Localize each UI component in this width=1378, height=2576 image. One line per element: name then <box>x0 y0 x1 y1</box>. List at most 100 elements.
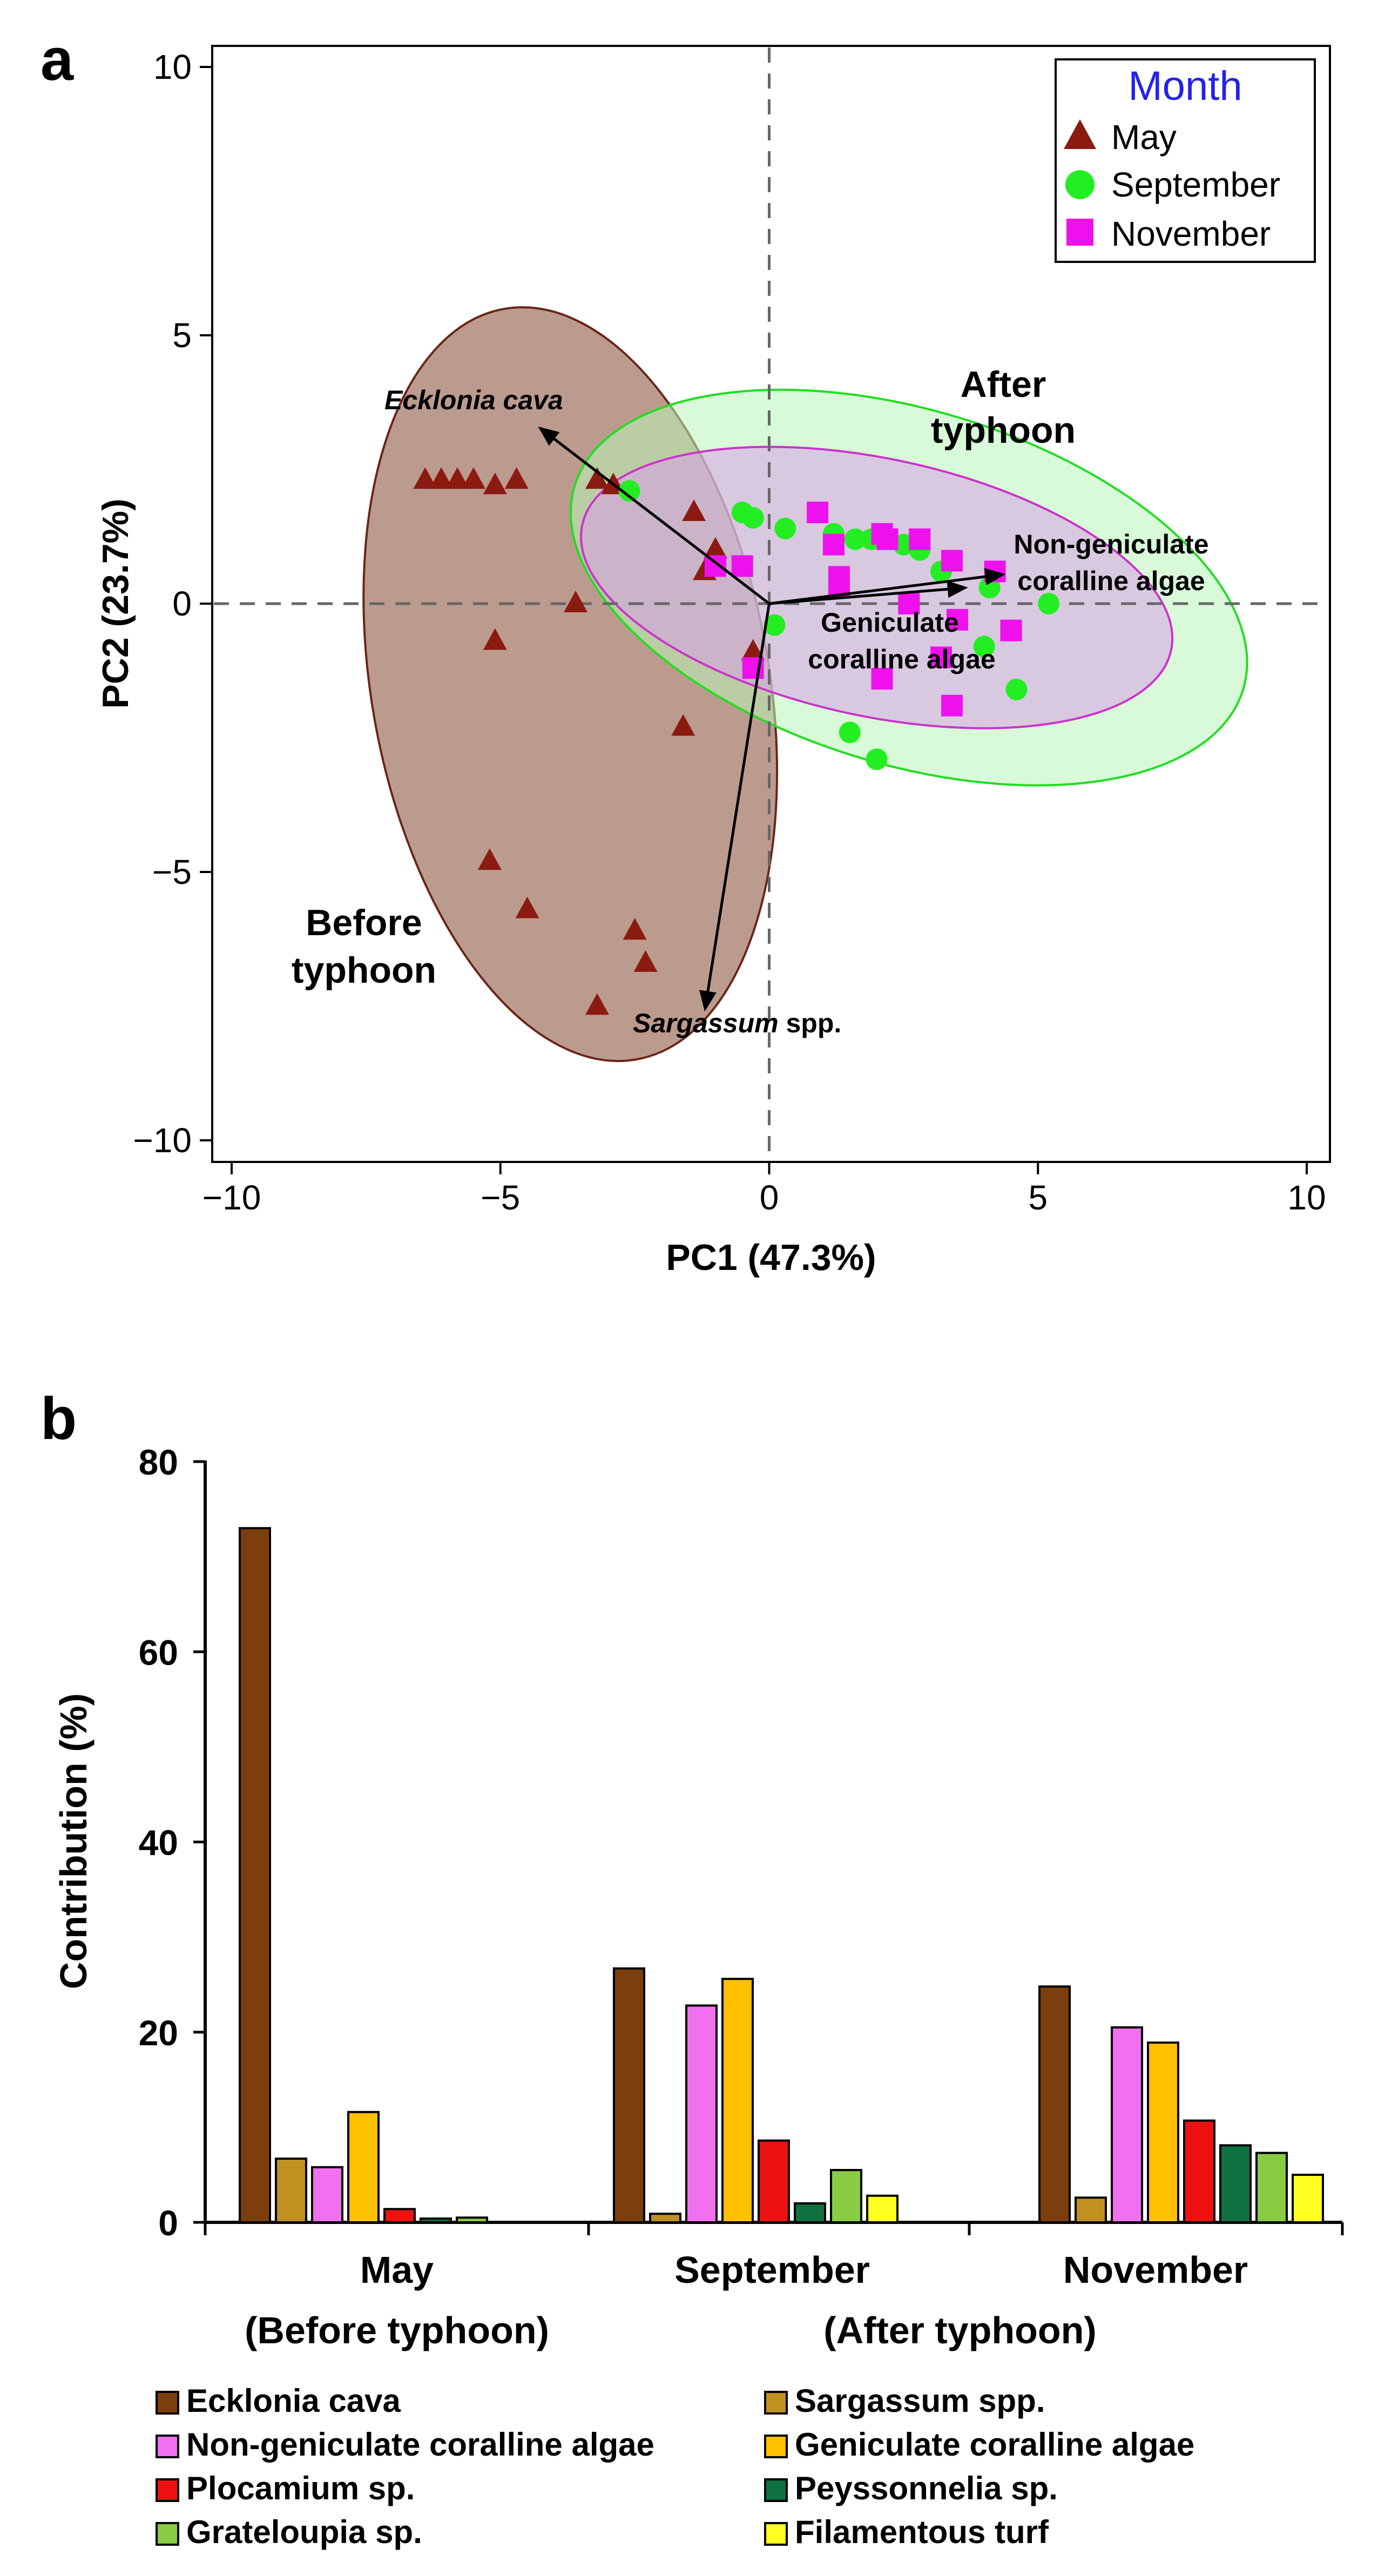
vector-label-ecklonia: Ecklonia cava <box>384 385 563 415</box>
bar-november-1 <box>1075 2196 1107 2224</box>
point-september <box>973 635 995 658</box>
legend-swatch-b <box>156 2522 179 2546</box>
y-tick-label-b: 60 <box>139 1632 178 1672</box>
vector-line-2 <box>769 587 948 605</box>
point-september <box>1005 679 1028 701</box>
point-may <box>477 848 502 870</box>
y-tick-label-a: 0 <box>172 584 192 623</box>
point-september <box>1038 593 1060 614</box>
category-sublabel-after: (After typhoon) <box>823 2309 1096 2351</box>
y-axis-label-a: PC2 (23.7%) <box>95 498 136 708</box>
annotation-before-line2: typhoon <box>292 950 436 991</box>
legend-label-b: Peyssonnelia sp. <box>795 2470 1058 2506</box>
x-tick-label-a: 5 <box>1028 1178 1048 1217</box>
panel-label-b: b <box>40 1385 77 1452</box>
bar-may-4 <box>383 2208 416 2224</box>
ellipses-group <box>362 306 1248 1063</box>
legend-box-a <box>1055 58 1316 263</box>
bar-may-7 <box>492 2221 524 2223</box>
y-axis-label-b: Contribution (%) <box>52 1693 94 1989</box>
vector-line-1 <box>769 575 986 605</box>
point-november <box>876 528 899 550</box>
points-group <box>413 467 1060 1015</box>
legend-label-b: Grateloupia sp. <box>186 2514 422 2550</box>
y-tick-label-b: 20 <box>139 2013 178 2053</box>
bar-may-5 <box>420 2217 452 2224</box>
category-label: May <box>360 2249 434 2291</box>
x-tick-label-a: 0 <box>760 1178 779 1217</box>
vector-arrowhead-0 <box>538 426 560 446</box>
point-november <box>822 533 845 556</box>
point-september <box>618 480 640 502</box>
legend-label-b: Non-geniculate coralline algae <box>186 2426 654 2463</box>
legend-label-b: Filamentous turf <box>795 2514 1049 2550</box>
bar-may-1 <box>275 2157 307 2224</box>
point-november <box>871 668 893 690</box>
category-label: November <box>1063 2249 1248 2291</box>
point-may <box>504 467 529 489</box>
point-september <box>844 528 866 550</box>
bar-september-6 <box>830 2169 862 2224</box>
category-label: September <box>674 2249 870 2291</box>
vector-label-sargassum: Sargassum spp. <box>633 1008 841 1038</box>
x-axis-label-a: PC1 (47.3%) <box>666 1237 876 1278</box>
bar-september-0 <box>613 1967 645 2224</box>
panel-label-a: a <box>40 26 74 93</box>
bar-september-1 <box>649 2213 681 2224</box>
point-may <box>483 628 507 650</box>
bar-may-0 <box>239 1527 271 2224</box>
point-may <box>515 896 539 918</box>
legend-swatch-b <box>764 2391 788 2415</box>
panel-b-bar: b 0 20 40 60 80 May September November Contrib… <box>40 1385 1344 2550</box>
legend-swatch-b <box>764 2478 788 2502</box>
vector-label-geniculate-2: coralline algae <box>808 644 995 674</box>
x-tick-label-a: 10 <box>1287 1178 1326 1217</box>
point-november <box>731 555 753 577</box>
point-may <box>671 714 695 736</box>
point-september <box>774 517 796 539</box>
point-may <box>703 537 727 559</box>
vector-label-sargassum-italic: Sargassum <box>633 1008 779 1038</box>
legend-swatch-b <box>764 2435 788 2458</box>
bar-may-2 <box>311 2166 343 2223</box>
legend-label-b: Sargassum spp. <box>795 2383 1045 2419</box>
legend-marker-september <box>1065 170 1095 199</box>
legend-swatch-b <box>764 2522 788 2546</box>
point-may <box>741 639 765 661</box>
bar-november-4 <box>1183 2119 1215 2223</box>
point-may <box>413 467 437 489</box>
point-september <box>764 614 786 636</box>
legend-marker-may <box>1064 119 1096 149</box>
vectors-group <box>538 426 1006 1012</box>
annotation-after-line2: typhoon <box>931 410 1076 451</box>
point-november <box>941 550 963 572</box>
panel-a-scatter: a −10 −5 0 5 10 10 5 0 −5 −10 PC1 (47.3%) PC2 (23… <box>40 26 1331 1278</box>
point-november <box>898 593 920 614</box>
bar-may-3 <box>347 2111 380 2224</box>
bar-november-0 <box>1038 1985 1071 2223</box>
bar-may-6 <box>456 2216 488 2224</box>
point-may <box>585 993 609 1015</box>
annotation-before-line1: Before <box>306 902 422 943</box>
category-sublabel-before: (Before typhoon) <box>245 2309 549 2351</box>
vector-label-nongeniculate-2: coralline algae <box>1017 566 1205 596</box>
legend-swatch-b <box>156 2391 179 2415</box>
legend-swatch-b <box>156 2435 179 2458</box>
category-labels: May September November <box>360 2249 1248 2291</box>
point-september <box>866 748 888 770</box>
bars-group <box>239 1527 1324 2224</box>
ellipse-november <box>580 445 1174 729</box>
vector-arrowhead-3 <box>699 990 717 1012</box>
bar-november-5 <box>1219 2144 1252 2224</box>
axis-ticks-a: −10 −5 0 5 10 10 5 0 −5 −10 <box>133 48 1326 1217</box>
point-november <box>909 528 931 550</box>
legend-title: Month <box>1128 63 1242 109</box>
bar-september-5 <box>794 2202 826 2223</box>
y-tick-label-a: 10 <box>153 48 192 86</box>
vector-label-geniculate-1: Geniculate <box>821 607 959 638</box>
vector-label-sargassum-rest: spp. <box>779 1008 842 1038</box>
bar-september-3 <box>721 1978 754 2224</box>
bar-september-7 <box>866 2194 899 2224</box>
point-november <box>946 608 968 631</box>
